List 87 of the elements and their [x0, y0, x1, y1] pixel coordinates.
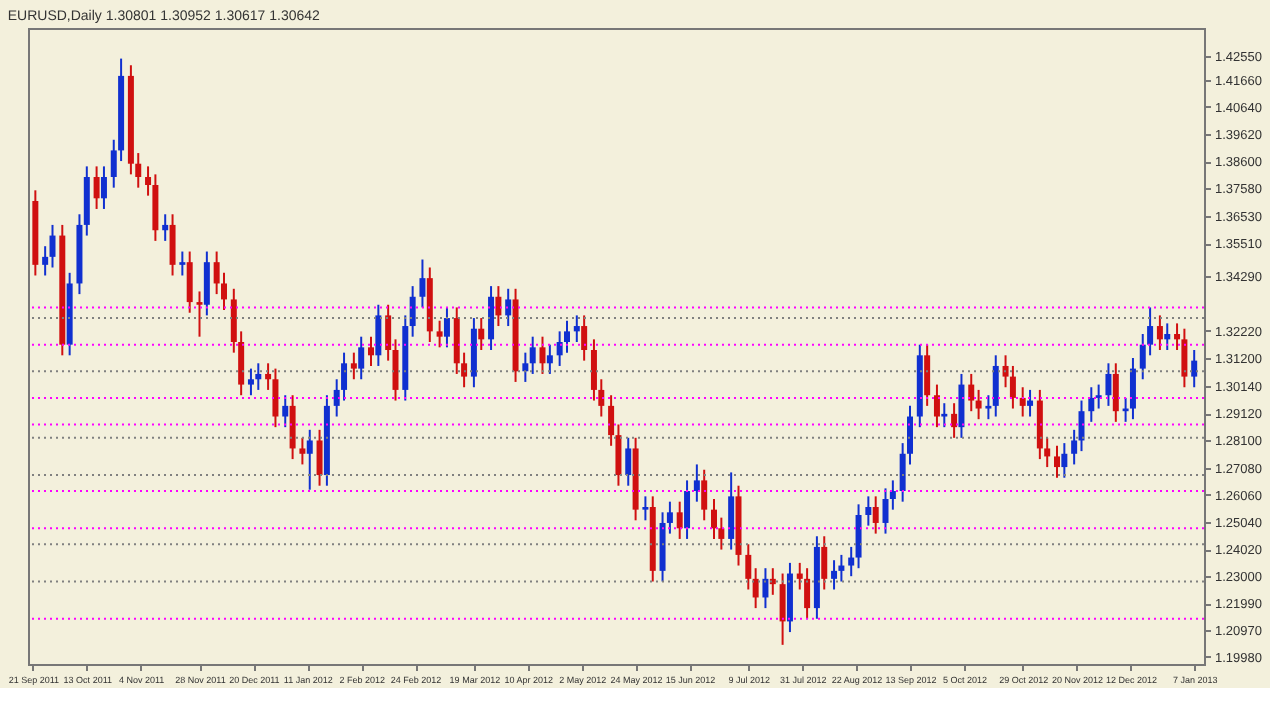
candlestick — [951, 402, 958, 439]
candlestick — [419, 258, 426, 309]
candlestick — [385, 303, 392, 362]
candlestick — [701, 468, 708, 522]
candlestick — [728, 471, 735, 551]
candlestick — [762, 567, 769, 610]
candlestick — [745, 543, 752, 591]
candlestick — [1061, 442, 1068, 479]
candlestick — [1164, 322, 1171, 351]
candlestick — [581, 314, 588, 362]
candlestick — [1129, 356, 1136, 421]
candlestick — [1071, 428, 1078, 466]
candlestick — [625, 436, 632, 487]
candlestick — [821, 535, 828, 591]
candlestick — [100, 165, 107, 210]
candlestick — [985, 394, 992, 421]
candlestick — [546, 343, 553, 375]
candlestick — [1019, 386, 1026, 418]
candlestick — [676, 500, 683, 540]
candlestick — [186, 250, 193, 314]
candlestick — [1105, 362, 1112, 407]
candlestick — [958, 372, 965, 439]
candlestick — [179, 250, 186, 277]
candlestick — [804, 567, 811, 620]
candlestick — [316, 428, 323, 487]
candlestick — [1088, 386, 1095, 423]
candlestick — [282, 394, 289, 429]
candlestick — [779, 572, 786, 646]
candlestick — [368, 335, 374, 367]
candlestick — [573, 314, 580, 344]
candlestick — [968, 372, 975, 413]
candlestick — [855, 503, 862, 570]
candlestick — [49, 223, 56, 269]
candlestick — [924, 343, 931, 407]
candlestick — [865, 495, 872, 527]
candlestick — [882, 487, 889, 535]
candlestick — [522, 351, 529, 383]
candlestick — [495, 285, 502, 328]
candlestick — [203, 250, 210, 317]
candlestick — [848, 545, 855, 578]
candlestick — [1036, 388, 1043, 461]
candlestick — [392, 338, 399, 402]
candlestick — [1112, 362, 1119, 423]
candlestick — [255, 362, 262, 391]
candlestick — [350, 351, 357, 381]
candlestick — [992, 354, 999, 418]
candlestick — [470, 317, 477, 389]
candlestick — [529, 335, 536, 375]
candlestick — [752, 567, 759, 610]
candlestick — [1191, 348, 1198, 389]
candlestick — [488, 285, 495, 351]
candlestick — [83, 165, 90, 237]
candlestick — [1156, 314, 1163, 351]
candlestick — [941, 402, 948, 429]
candlestick — [162, 213, 169, 242]
candlestick — [247, 367, 254, 397]
candlestick — [299, 436, 306, 466]
candlestick — [831, 559, 838, 591]
candlestick — [975, 388, 982, 421]
candlestick — [409, 285, 416, 338]
candlestick — [642, 495, 649, 522]
candlestick — [272, 367, 279, 429]
candlestick — [42, 245, 49, 277]
candlestick — [684, 479, 691, 540]
candlestick — [196, 290, 203, 338]
candlestick — [505, 287, 512, 328]
candlestick — [478, 317, 485, 351]
candlestick — [443, 306, 450, 349]
candlestick — [838, 553, 845, 583]
candlestick — [693, 463, 700, 503]
candlestick — [1095, 383, 1102, 410]
candlestick — [93, 165, 100, 210]
candlestick — [169, 213, 176, 277]
candlestick — [1078, 399, 1085, 453]
candlestick — [375, 303, 382, 367]
candlestick — [872, 495, 879, 535]
candlestick — [306, 428, 313, 491]
candlestick — [1027, 388, 1034, 418]
candlestick — [1054, 444, 1060, 479]
candlestick — [436, 319, 443, 349]
candlestick — [358, 335, 365, 381]
candlestick — [786, 561, 793, 634]
candlestick — [289, 394, 296, 461]
candlestick — [152, 173, 159, 242]
candlestick — [933, 383, 940, 429]
candlestick — [1181, 327, 1188, 389]
candlestick — [539, 335, 546, 375]
